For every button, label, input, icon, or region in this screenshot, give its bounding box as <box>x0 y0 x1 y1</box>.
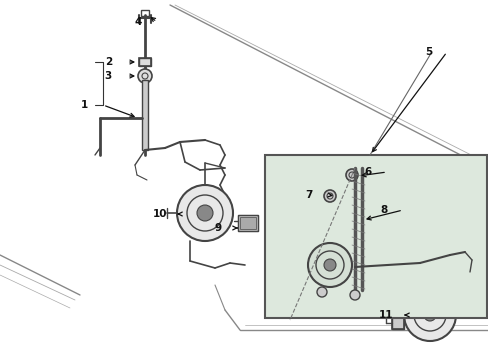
Text: 7: 7 <box>305 190 312 200</box>
Circle shape <box>324 259 335 271</box>
Circle shape <box>349 290 359 300</box>
Bar <box>238 215 258 231</box>
Circle shape <box>346 169 357 181</box>
Text: 2: 2 <box>104 57 112 67</box>
Bar <box>240 217 256 229</box>
Text: 11: 11 <box>378 310 392 320</box>
Text: 5: 5 <box>424 47 431 57</box>
Bar <box>391 301 403 329</box>
Text: 4: 4 <box>134 17 142 27</box>
Text: 3: 3 <box>104 71 112 81</box>
Text: 8: 8 <box>380 205 387 215</box>
Text: 9: 9 <box>214 223 222 233</box>
Circle shape <box>423 309 435 321</box>
Circle shape <box>138 69 152 83</box>
Text: 6: 6 <box>364 167 371 177</box>
Circle shape <box>307 243 351 287</box>
Text: 10: 10 <box>152 209 167 219</box>
Bar <box>391 301 403 329</box>
Circle shape <box>324 190 335 202</box>
Bar <box>142 80 148 150</box>
Bar <box>139 58 151 66</box>
Circle shape <box>403 289 455 341</box>
Circle shape <box>316 287 326 297</box>
Bar <box>238 215 258 231</box>
Circle shape <box>177 185 232 241</box>
Bar <box>264 155 486 318</box>
Circle shape <box>197 205 213 221</box>
Bar <box>141 10 149 16</box>
Text: 1: 1 <box>81 100 88 110</box>
Bar <box>139 58 151 66</box>
